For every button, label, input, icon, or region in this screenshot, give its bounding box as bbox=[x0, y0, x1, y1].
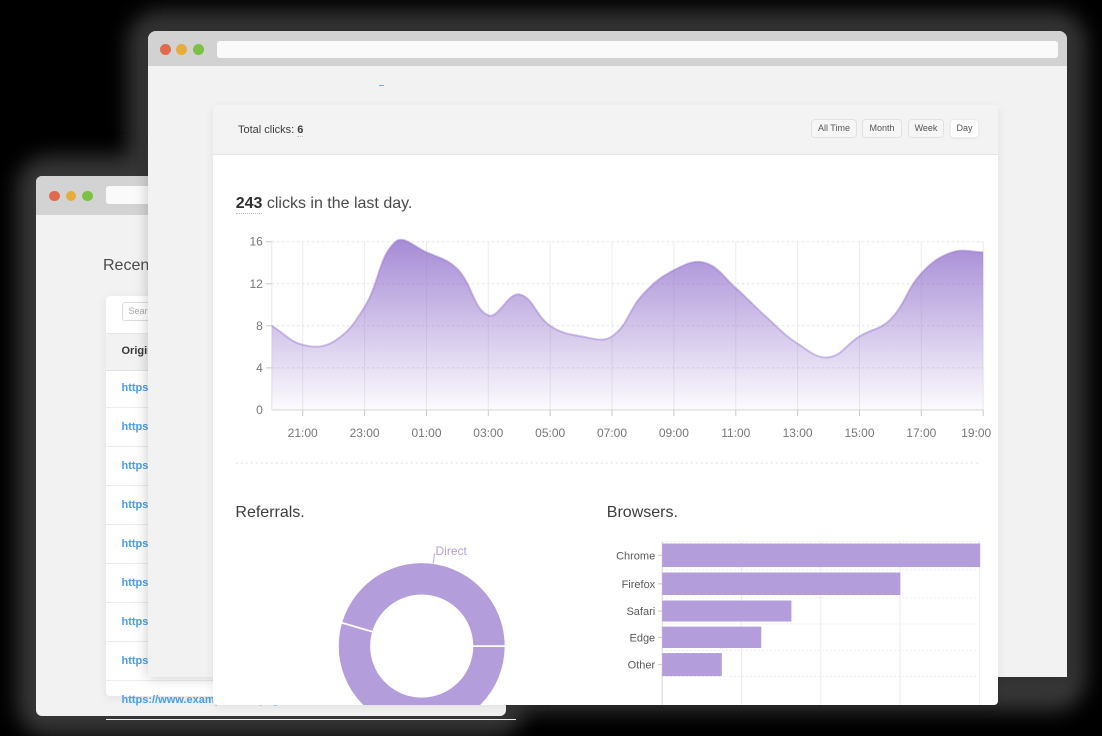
svg-text:07:00: 07:00 bbox=[597, 426, 627, 440]
svg-text:0: 0 bbox=[256, 403, 263, 417]
svg-text:11:00: 11:00 bbox=[721, 426, 750, 440]
svg-text:8: 8 bbox=[256, 319, 263, 333]
svg-text:Direct: Direct bbox=[436, 544, 468, 558]
svg-text:Browsers.: Browsers. bbox=[607, 504, 678, 521]
svg-text:Safari: Safari bbox=[627, 606, 656, 618]
svg-text:21:00: 21:00 bbox=[288, 426, 318, 440]
svg-text:12: 12 bbox=[250, 277, 264, 291]
svg-text:09:00: 09:00 bbox=[659, 426, 689, 440]
svg-text:Referrals.: Referrals. bbox=[236, 504, 305, 521]
svg-text:03:00: 03:00 bbox=[473, 426, 503, 440]
svg-text:23:00: 23:00 bbox=[350, 426, 380, 440]
svg-text:Edge: Edge bbox=[630, 633, 656, 645]
svg-text:19:00: 19:00 bbox=[961, 426, 991, 440]
svg-text:4: 4 bbox=[256, 361, 263, 375]
svg-text:16: 16 bbox=[250, 235, 264, 249]
svg-text:Other: Other bbox=[628, 660, 656, 672]
svg-text:Chrome: Chrome bbox=[616, 551, 655, 563]
svg-text:05:00: 05:00 bbox=[535, 426, 565, 440]
svg-text:17:00: 17:00 bbox=[906, 426, 936, 440]
svg-text:15:00: 15:00 bbox=[845, 426, 875, 440]
svg-text:Firefox: Firefox bbox=[622, 579, 656, 591]
svg-text:01:00: 01:00 bbox=[412, 426, 442, 440]
svg-text:13:00: 13:00 bbox=[783, 426, 813, 440]
